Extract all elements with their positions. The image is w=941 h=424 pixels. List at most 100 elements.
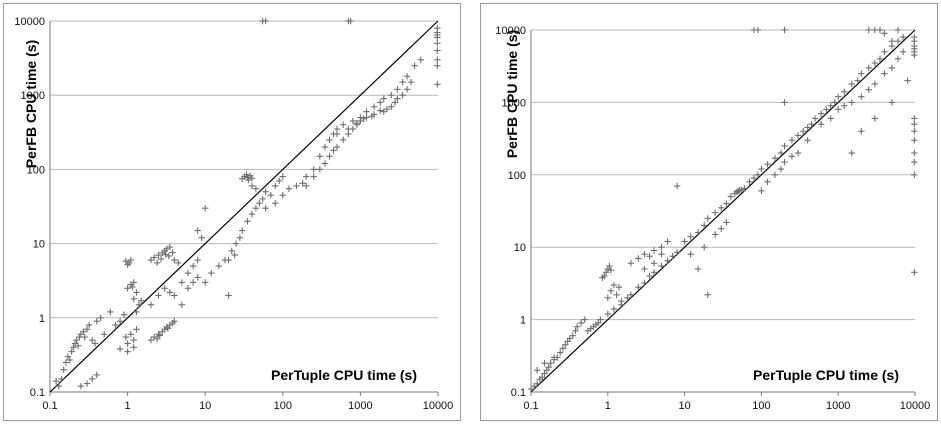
data-point: [411, 62, 418, 69]
data-point: [279, 191, 286, 199]
data-point: [624, 294, 631, 302]
data-point: [231, 251, 238, 259]
data-point: [391, 99, 399, 106]
data-point: [607, 287, 615, 294]
data-point: [299, 180, 306, 187]
data-point: [841, 102, 848, 109]
data-point: [827, 102, 834, 109]
data-point: [321, 143, 329, 151]
data-point: [871, 59, 879, 67]
data-point: [771, 171, 779, 178]
data-point: [627, 260, 635, 267]
data-point: [333, 143, 341, 151]
y-tick-label: 10000: [495, 25, 526, 37]
data-point: [97, 314, 104, 321]
x-tick-label: 1: [605, 400, 611, 412]
data-point: [370, 103, 378, 110]
data-point: [799, 128, 807, 135]
data-point: [881, 48, 888, 55]
data-point: [604, 294, 611, 302]
data-point: [871, 115, 879, 122]
data-point: [133, 326, 140, 333]
data-point: [126, 259, 133, 267]
data-point: [330, 147, 337, 154]
data-point: [911, 137, 918, 144]
data-point: [60, 366, 67, 373]
data-point: [171, 292, 178, 299]
data-point: [135, 301, 143, 308]
data-point: [865, 86, 872, 93]
data-point: [403, 86, 411, 93]
data-point: [550, 354, 558, 361]
data-point: [610, 281, 618, 289]
data-point: [835, 106, 842, 113]
data-point: [533, 380, 541, 387]
chart-panel-left: 0.1 1 10 100 1000 10000 0.1 1 10 100 1000 10000 PerF…: [3, 3, 461, 421]
data-point: [130, 279, 137, 286]
data-point: [368, 113, 375, 120]
data-point: [727, 193, 735, 200]
data-point: [788, 137, 796, 144]
data-point: [539, 374, 546, 381]
data-point: [701, 244, 708, 251]
data-point: [147, 301, 155, 308]
data-point: [718, 204, 725, 212]
data-point: [244, 218, 251, 225]
data-point: [316, 153, 324, 160]
data-point: [434, 40, 441, 47]
x-tick-label: 100: [752, 400, 770, 412]
data-point: [394, 86, 401, 93]
data-point: [646, 253, 653, 260]
y-tick-label: 1: [39, 313, 45, 325]
data-point: [153, 335, 161, 343]
data-point: [208, 269, 215, 277]
data-point: [746, 178, 753, 186]
data-point: [764, 161, 771, 168]
data-point: [127, 256, 135, 264]
data-point: [58, 375, 65, 383]
data-point: [704, 215, 711, 222]
data-point: [189, 262, 197, 270]
data-point: [788, 153, 796, 160]
data-point: [127, 331, 135, 338]
data-point: [607, 267, 615, 274]
y-tick-label: 0.1: [511, 387, 526, 399]
data-point: [881, 30, 888, 37]
data-point: [70, 344, 77, 351]
data-point: [156, 332, 164, 339]
data-point: [184, 269, 192, 277]
data-point: [547, 359, 554, 367]
data-point: [383, 105, 391, 113]
data-point: [380, 108, 387, 115]
data-point: [658, 251, 665, 258]
data-point: [272, 200, 279, 207]
data-point: [89, 375, 96, 383]
data-point: [155, 331, 162, 338]
data-point: [781, 142, 788, 150]
data-point: [162, 251, 169, 258]
data-point: [388, 103, 395, 110]
data-point: [138, 297, 145, 304]
data-point: [641, 251, 648, 258]
data-point: [321, 160, 329, 167]
data-point: [202, 204, 209, 212]
data-point: [557, 349, 564, 356]
data-point: [194, 274, 201, 281]
data-point: [777, 165, 785, 173]
data-point: [894, 26, 902, 34]
data-point: [155, 292, 162, 299]
data-point: [184, 285, 192, 292]
data-point: [80, 328, 87, 335]
data-point: [202, 279, 209, 286]
data-point: [911, 33, 918, 41]
data-point: [681, 238, 688, 245]
scatter-chart-left: 0.1 1 10 100 1000 10000 0.1 1 10 100 1000 10000 PerF…: [14, 16, 453, 412]
data-point: [259, 195, 266, 203]
data-point: [164, 325, 172, 332]
data-point: [256, 200, 263, 207]
data-point: [664, 257, 671, 264]
data-point: [577, 319, 585, 327]
data-point: [52, 377, 60, 385]
data-point: [527, 385, 535, 393]
data-point: [650, 260, 658, 267]
